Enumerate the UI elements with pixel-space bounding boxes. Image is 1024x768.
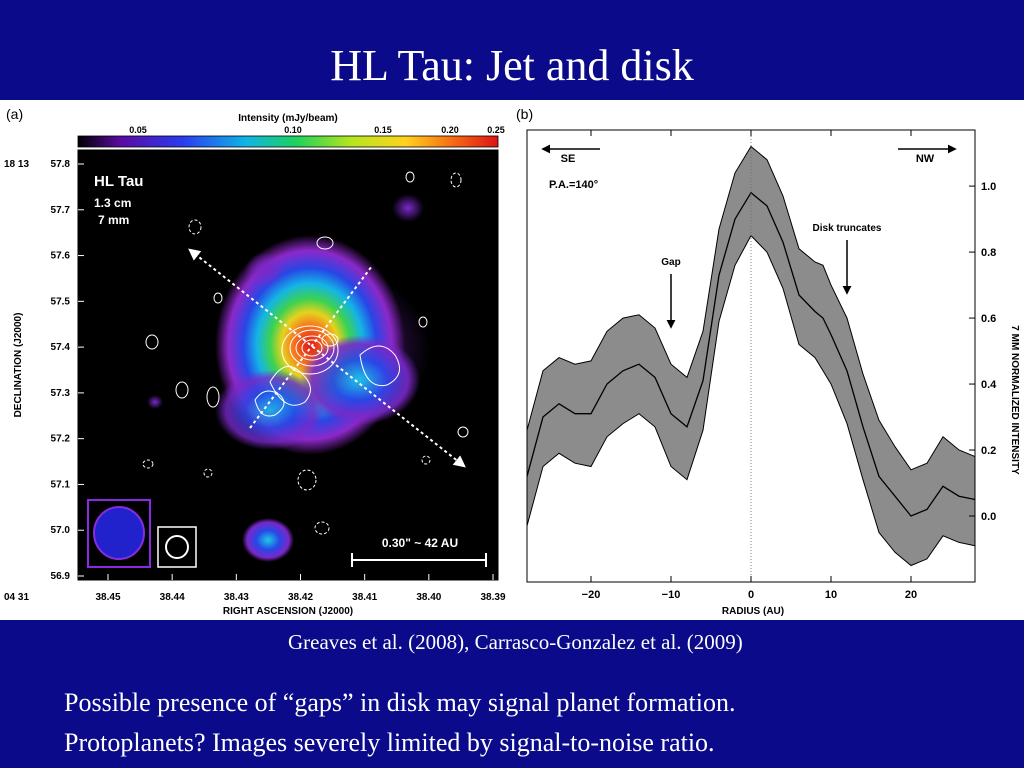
panel-a-ylabel: DECLINATION (J2000) xyxy=(13,313,24,418)
panel-b-xlabel: RADIUS (AU) xyxy=(722,606,784,617)
ra-tick-labels: 38.45 38.44 38.43 38.42 38.41 38.40 38.39 xyxy=(95,574,506,603)
x-tick-label: 10 xyxy=(825,589,837,601)
colorbar-tick: 0.25 xyxy=(487,125,505,135)
y-tick-label: 1.0 xyxy=(981,181,996,193)
beam-small xyxy=(165,535,189,559)
colorbar-tick: 0.05 xyxy=(129,125,147,135)
panel-b-ylabel: 7 MM NORMALIZED INTENSITY xyxy=(1009,325,1020,475)
ra-tick-label: 38.41 xyxy=(352,592,377,603)
band-label: 7 mm xyxy=(98,213,129,227)
y-tick-label: 0.8 xyxy=(981,247,996,259)
x-tick-label: −20 xyxy=(582,589,601,601)
direction-right-label: NW xyxy=(916,153,935,165)
y-tick-label: 0.2 xyxy=(981,445,996,457)
panel-a: (a) Intensity (mJy/beam) 0.05 0.10 0.15 … xyxy=(4,106,506,617)
beam-large xyxy=(93,506,145,560)
annotation-label: Disk truncates xyxy=(813,223,882,234)
radio-map xyxy=(142,171,469,562)
dec-tick-label: 57.4 xyxy=(51,342,71,353)
x-tick-label: 0 xyxy=(748,589,754,601)
source-name: HL Tau xyxy=(94,173,143,190)
x-tick-label: −10 xyxy=(662,589,681,601)
profile-plot: −20 −10 0 10 20 0.0 0.2 0.4 0.6 0.8 1.0 Gap Disk tru… xyxy=(526,129,997,601)
dec-tick-label: 57.7 xyxy=(51,205,71,216)
colorbar xyxy=(77,135,499,148)
ra-tick-label: 38.43 xyxy=(224,592,249,603)
y-tick-label: 0.4 xyxy=(981,379,997,391)
profile-line xyxy=(526,191,976,517)
dec-tick-label: 56.9 xyxy=(51,571,71,582)
body-line-1: Possible presence of “gaps” in disk may … xyxy=(64,688,736,717)
colorbar-title: Intensity (mJy/beam) xyxy=(238,113,337,124)
dec-tick-label: 57.8 xyxy=(51,159,71,170)
panel-a-label: (a) xyxy=(6,106,23,122)
y-tick-label: 0.6 xyxy=(981,313,996,325)
direction-left-label: SE xyxy=(561,153,576,165)
band-label: 1.3 cm xyxy=(94,196,131,210)
beam-box-large xyxy=(87,499,151,568)
ra-tick-label: 38.39 xyxy=(480,592,505,603)
dec-tick-label: 57.1 xyxy=(51,479,71,490)
figure: (a) Intensity (mJy/beam) 0.05 0.10 0.15 … xyxy=(0,100,1024,620)
dec-tick-label: 57.2 xyxy=(51,434,71,445)
dec-tick-label: 57.0 xyxy=(51,525,71,536)
dec-tick-label: 57.5 xyxy=(51,296,71,307)
colorbar-tick: 0.20 xyxy=(441,125,459,135)
ra-tick-label: 38.40 xyxy=(416,592,441,603)
pa-label: P.A.=140° xyxy=(549,179,598,191)
panel-b-label: (b) xyxy=(516,106,533,122)
colorbar-tick: 0.10 xyxy=(284,125,302,135)
dec-tick-label: 57.6 xyxy=(51,251,71,262)
dec-tick-label: 57.3 xyxy=(51,388,71,399)
figure-svg: (a) Intensity (mJy/beam) 0.05 0.10 0.15 … xyxy=(4,106,1020,617)
scale-bar-label: 0.30" ~ 42 AU xyxy=(382,536,458,550)
citation: Greaves et al. (2008), Carrasco-Gonzalez… xyxy=(288,630,743,654)
y-tick-label: 0.0 xyxy=(981,511,996,523)
annotation-label: Gap xyxy=(661,257,680,268)
beam-box-small xyxy=(157,526,197,568)
ra-tick-label: 38.42 xyxy=(288,592,313,603)
ra-tick-label: 38.44 xyxy=(160,592,185,603)
ra-tick-label: 38.45 xyxy=(95,592,120,603)
ra-prefix: 04 31 xyxy=(4,592,29,603)
panel-a-xlabel: RIGHT ASCENSION (J2000) xyxy=(223,606,353,617)
panel-b: (b) −20 −10 0 10 20 0.0 0.2 0.4 0.6 0.8 1.0 Gap Disk… xyxy=(516,106,1020,617)
x-tick-label: 20 xyxy=(905,589,917,601)
body-line-2: Protoplanets? Images severely limited by… xyxy=(64,728,715,757)
colorbar-tick: 0.15 xyxy=(374,125,392,135)
slide-title: HL Tau: Jet and disk xyxy=(330,41,694,90)
dec-prefix: 18 13 xyxy=(4,159,29,170)
dec-tick-labels: 57.8 57.7 57.6 57.5 57.4 57.3 57.2 57.1 57.0 56.9 xyxy=(51,159,84,582)
